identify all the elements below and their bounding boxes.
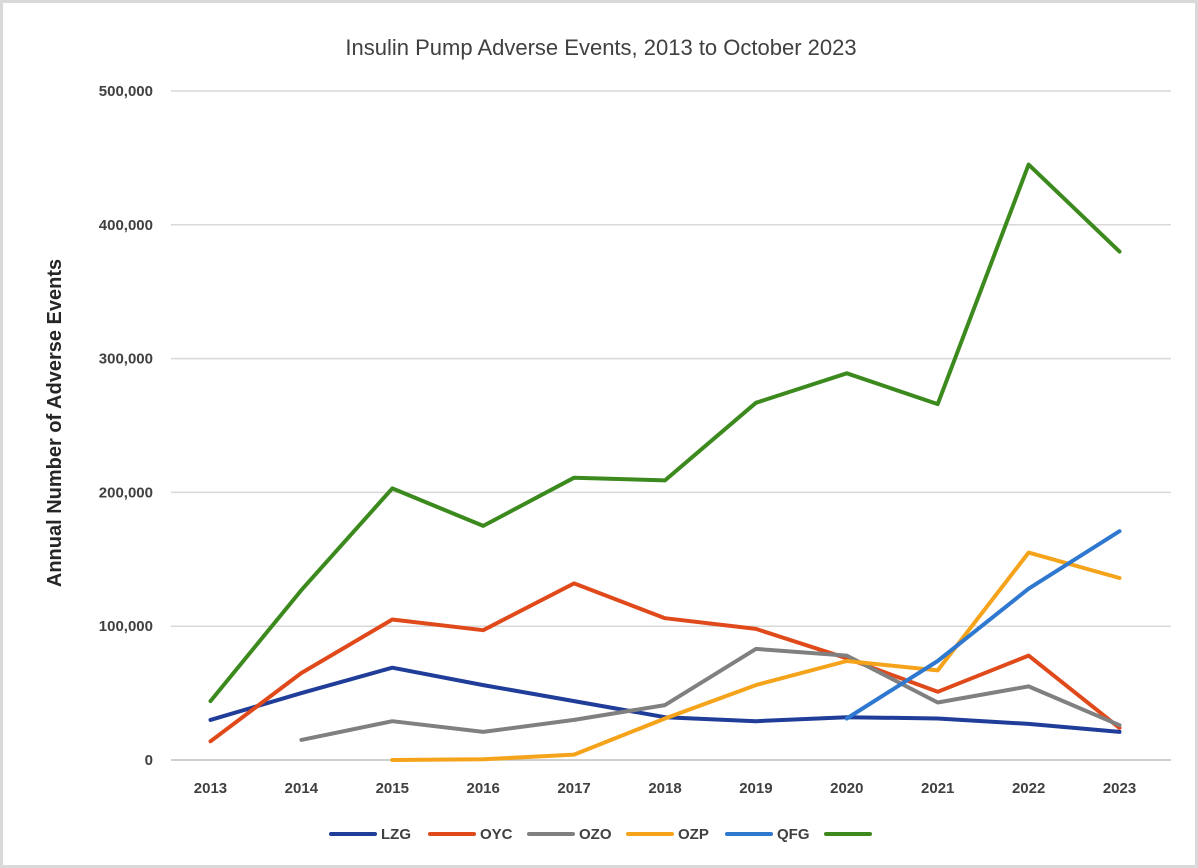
x-tick-label: 2020 — [830, 780, 863, 797]
x-axis-ticks: 2013 2014 2015 2016 2017 2018 2019 2020 2021 2022… — [194, 780, 1136, 797]
x-tick-label: 2014 — [285, 780, 319, 797]
y-tick-label: 200,000 — [99, 484, 153, 501]
x-tick-label: 2022 — [1012, 780, 1045, 797]
x-tick-label: 2017 — [557, 780, 590, 797]
legend-label: LZG — [381, 826, 411, 843]
x-tick-label: 2019 — [739, 780, 772, 797]
series-line — [844, 529, 1122, 721]
y-tick-label: 300,000 — [99, 351, 153, 368]
legend-label: OZP — [678, 826, 709, 843]
series-line — [299, 646, 1122, 742]
series-line — [208, 162, 1122, 704]
x-tick-label: 2021 — [921, 780, 954, 797]
series-lines — [208, 162, 1122, 762]
chart-title: Insulin Pump Adverse Events, 2013 to Oct… — [345, 35, 856, 60]
y-tick-label: 400,000 — [99, 217, 153, 234]
gridlines — [171, 90, 1171, 761]
series-line — [208, 581, 1122, 744]
series-line — [208, 665, 1122, 734]
x-tick-label: 2013 — [194, 780, 227, 797]
x-tick-label: 2018 — [648, 780, 681, 797]
legend-label: QFG — [777, 826, 810, 843]
legend: LZG OYC OZO OZP QFG — [329, 826, 872, 843]
line-chart: Insulin Pump Adverse Events, 2013 to Oct… — [44, 35, 1171, 843]
legend-label: OYC — [480, 826, 513, 843]
y-axis-ticks: 0 100,000 200,000 300,000 400,000 500,000 — [99, 83, 153, 769]
y-tick-label: 0 — [145, 752, 153, 769]
x-tick-label: 2016 — [466, 780, 499, 797]
x-tick-label: 2023 — [1103, 780, 1136, 797]
y-tick-label: 500,000 — [99, 83, 153, 100]
series-line — [390, 550, 1122, 762]
x-tick-label: 2015 — [376, 780, 409, 797]
legend-label: OZO — [579, 826, 612, 843]
y-tick-label: 100,000 — [99, 618, 153, 635]
y-axis-label: Annual Number of Adverse Events — [44, 259, 66, 587]
